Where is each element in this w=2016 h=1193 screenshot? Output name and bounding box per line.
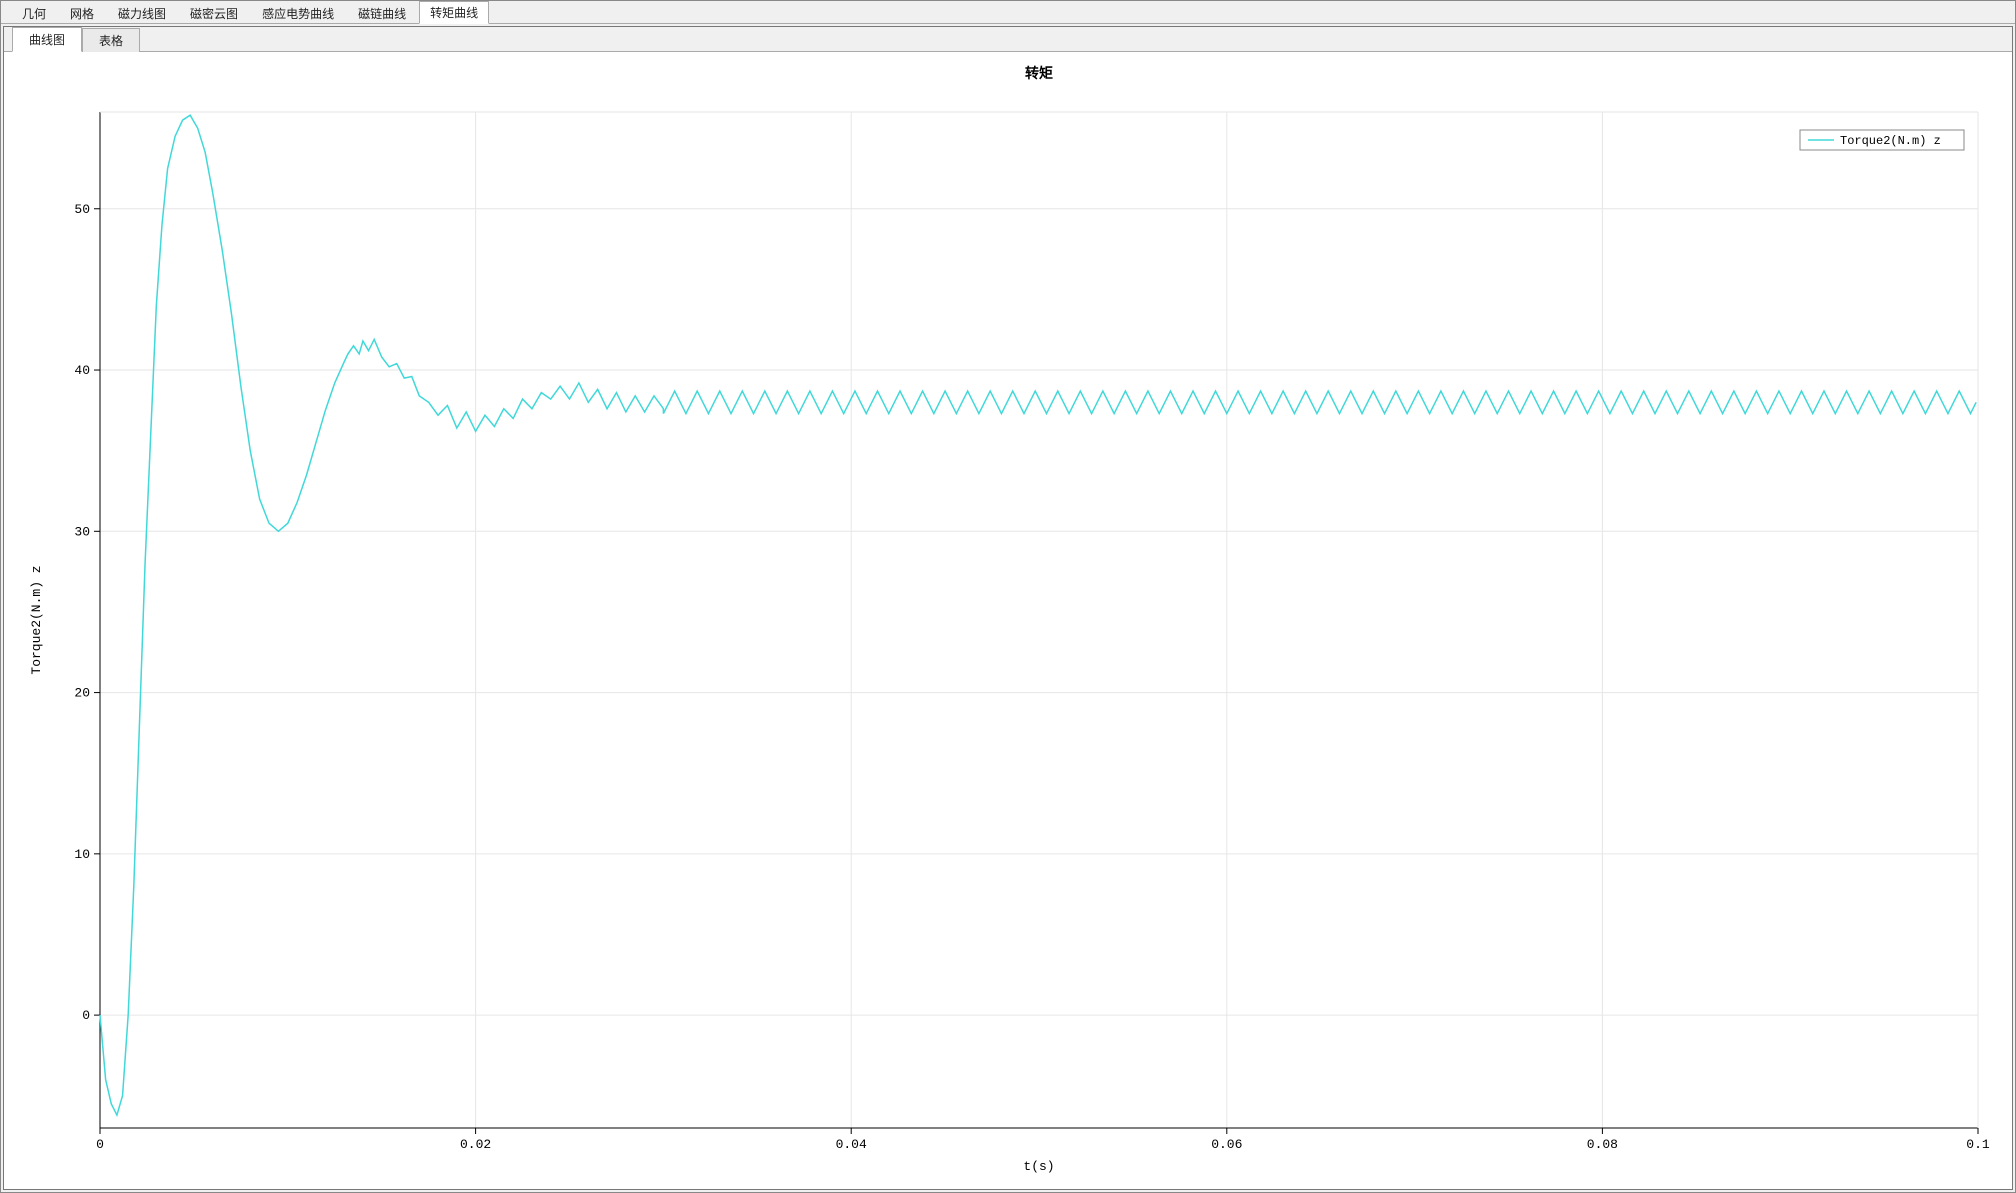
sub-tab-0[interactable]: 曲线图 [12,27,82,52]
x-tick-label: 0.08 [1587,1137,1618,1152]
y-tick-label: 10 [74,847,90,862]
content-panel: 曲线图表格 0 0.02 0.04 0.06 0.08 0.1 0 10 20 30 40 50 t(s… [3,26,2013,1190]
sub-tab-strip: 曲线图表格 [4,27,2012,52]
legend-label: Torque2(N.m) z [1840,134,1941,148]
top-tab-2[interactable]: 磁力线图 [107,2,177,24]
x-tick-label: 0.06 [1211,1137,1242,1152]
top-tab-0[interactable]: 几何 [11,2,57,24]
chart-container: 0 0.02 0.04 0.06 0.08 0.1 0 10 20 30 40 50 t(s) Torqu… [4,52,2012,1189]
top-tab-5[interactable]: 磁链曲线 [347,2,417,24]
top-tab-4[interactable]: 感应电势曲线 [251,2,345,24]
y-tick-label: 20 [74,686,90,701]
y-axis-label: Torque2(N.m) z [29,565,44,674]
x-tick-label: 0.1 [1966,1137,1990,1152]
x-tick-label: 0 [96,1137,104,1152]
chart-bg [4,52,2008,1188]
torque-chart: 0 0.02 0.04 0.06 0.08 0.1 0 10 20 30 40 50 t(s) Torqu… [4,52,2008,1188]
app-root: 几何网格磁力线图磁密云图感应电势曲线磁链曲线转矩曲线 曲线图表格 0 0.02 0.… [0,0,2016,1193]
x-tick-label: 0.04 [836,1137,867,1152]
top-tab-strip: 几何网格磁力线图磁密云图感应电势曲线磁链曲线转矩曲线 [1,1,2015,24]
y-tick-label: 0 [82,1008,90,1023]
y-tick-label: 50 [74,202,90,217]
sub-tab-1[interactable]: 表格 [82,28,140,52]
y-tick-label: 40 [74,363,90,378]
x-axis-label: t(s) [1023,1159,1054,1174]
x-tick-label: 0.02 [460,1137,491,1152]
top-tab-1[interactable]: 网格 [59,2,105,24]
top-tab-6[interactable]: 转矩曲线 [419,1,489,24]
y-tick-label: 30 [74,524,90,539]
top-tab-3[interactable]: 磁密云图 [179,2,249,24]
chart-title: 转矩 [1025,65,1053,81]
